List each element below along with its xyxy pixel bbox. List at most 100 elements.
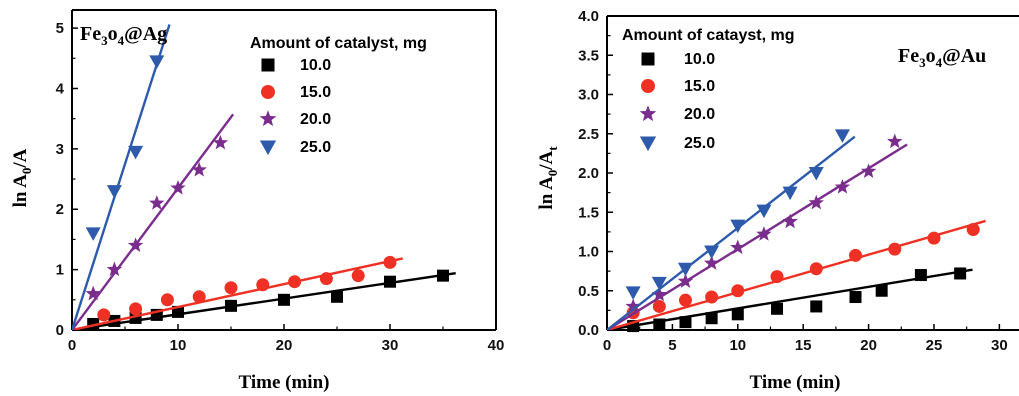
- data-point-10.0: [914, 269, 927, 282]
- data-point-20.0: [625, 298, 641, 313]
- x-axis-label: Time (min): [750, 372, 841, 393]
- x-tick-label: 10: [729, 337, 746, 354]
- legend-marker-25.0: [639, 136, 657, 152]
- y-tick-label: 3.0: [578, 87, 599, 104]
- data-point-20.0: [756, 226, 772, 241]
- y-tick-label: 1.0: [578, 244, 599, 261]
- data-point-15.0: [678, 293, 692, 307]
- y-tick-label: 4: [56, 80, 65, 97]
- chart-panel-1: 0 10 20 30 40 0 1 2 3 4 5 Amount of catalyst, mg 10.…: [10, 9, 504, 393]
- data-point-15.0: [129, 302, 143, 316]
- data-point-20.0: [834, 179, 851, 194]
- fit-line-20.0: [72, 113, 235, 330]
- data-point-15.0: [731, 284, 745, 298]
- data-point-10.0: [731, 308, 744, 321]
- y-tick-label: 2: [56, 201, 64, 218]
- legend-label-20.0: 20.0: [300, 111, 331, 128]
- fit-line-15.0: [607, 219, 986, 330]
- data-point-20.0: [149, 195, 165, 210]
- y-tick-label: 2.5: [578, 126, 599, 143]
- y-axis-label: ln A0/A: [10, 148, 34, 207]
- x-tick-label: 30: [382, 337, 399, 354]
- legend-title: Amount of catayst, mg: [622, 27, 794, 44]
- y-tick-label: 5: [56, 20, 64, 37]
- fit-line-20.0: [607, 143, 908, 330]
- data-point-25.0: [782, 186, 798, 201]
- x-tick-label: 20: [276, 337, 293, 354]
- data-point-20.0: [651, 286, 668, 302]
- y-tick-label: 0.5: [578, 283, 599, 300]
- y-tick-label: 2.0: [578, 165, 599, 182]
- legend-label-10.0: 10.0: [300, 57, 331, 74]
- legend-marker-20.0: [259, 110, 277, 127]
- fit-line-25.0: [72, 24, 171, 330]
- data-point-20.0: [782, 213, 798, 229]
- x-tick-label: 20: [860, 337, 877, 354]
- data-point-15.0: [288, 275, 302, 289]
- x-tick-label: 0: [68, 337, 76, 354]
- data-point-10.0: [849, 291, 862, 304]
- data-point-15.0: [319, 272, 333, 286]
- data-point-20.0: [106, 261, 123, 277]
- data-point-25.0: [808, 167, 824, 181]
- chart-panel-2: 0 5 10 15 20 25 30 0.0 0.5 1.0 1.5 2.0 2.5 3.0 3.5 4.0 A…: [536, 8, 1019, 393]
- data-point-15.0: [192, 290, 206, 304]
- legend-label-15.0: 15.0: [300, 84, 331, 101]
- data-point-15.0: [705, 290, 719, 304]
- legend-marker-20.0: [639, 105, 657, 122]
- x-tick-label: 10: [170, 337, 187, 354]
- y-tick-label: 3.5: [578, 47, 599, 64]
- data-point-20.0: [127, 237, 144, 253]
- legend-marker-15.0: [261, 85, 275, 99]
- legend-marker-15.0: [641, 79, 655, 93]
- data-point-15.0: [97, 308, 111, 322]
- data-point-15.0: [224, 281, 238, 295]
- data-point-25.0: [85, 227, 101, 241]
- data-point-25.0: [834, 129, 850, 143]
- data-point-10.0: [954, 267, 967, 280]
- y-tick-label: 4.0: [578, 8, 599, 25]
- data-point-25.0: [149, 55, 165, 69]
- data-point-25.0: [677, 262, 693, 277]
- y-tick-label: 0.0: [578, 322, 599, 339]
- data-point-25.0: [128, 145, 144, 160]
- legend-marker-10.0: [261, 58, 275, 72]
- panel-label: Fe3o4@Ag: [80, 23, 167, 48]
- data-point-25.0: [704, 245, 720, 259]
- y-axis-label: ln A0/At: [536, 146, 560, 210]
- legend-marker-10.0: [641, 52, 655, 66]
- x-tick-label: 30: [991, 337, 1008, 354]
- data-point-10.0: [437, 269, 449, 282]
- data-point-15.0: [927, 231, 941, 245]
- data-point-15.0: [383, 255, 397, 269]
- data-point-10.0: [225, 299, 237, 312]
- data-point-15.0: [351, 269, 365, 283]
- legend-title: Amount of catalyst, mg: [250, 35, 427, 52]
- data-point-25.0: [730, 219, 746, 234]
- data-point-15.0: [770, 270, 784, 284]
- fit-line-10.0: [607, 268, 973, 330]
- data-point-10.0: [278, 293, 290, 306]
- data-point-20.0: [860, 163, 877, 178]
- data-point-20.0: [703, 255, 720, 270]
- x-axis-label: Time (min): [239, 372, 330, 393]
- data-point-20.0: [730, 239, 746, 255]
- panel-label: Fe3o4@Au: [898, 45, 986, 70]
- data-point-25.0: [651, 276, 667, 291]
- data-point-25.0: [625, 286, 641, 300]
- legend-label-25.0: 25.0: [684, 135, 715, 152]
- data-point-10.0: [331, 290, 343, 303]
- y-tick-label: 3: [56, 141, 64, 158]
- data-point-20.0: [212, 134, 229, 150]
- data-point-15.0: [160, 293, 174, 307]
- x-tick-label: 0: [603, 337, 611, 354]
- legend-label-25.0: 25.0: [300, 139, 331, 156]
- data-point-10.0: [875, 284, 888, 297]
- data-point-20.0: [191, 161, 207, 177]
- data-point-20.0: [85, 285, 101, 301]
- x-tick-label: 25: [926, 337, 943, 354]
- data-point-15.0: [809, 262, 823, 276]
- data-point-20.0: [808, 194, 824, 210]
- fit-line-15.0: [72, 257, 403, 330]
